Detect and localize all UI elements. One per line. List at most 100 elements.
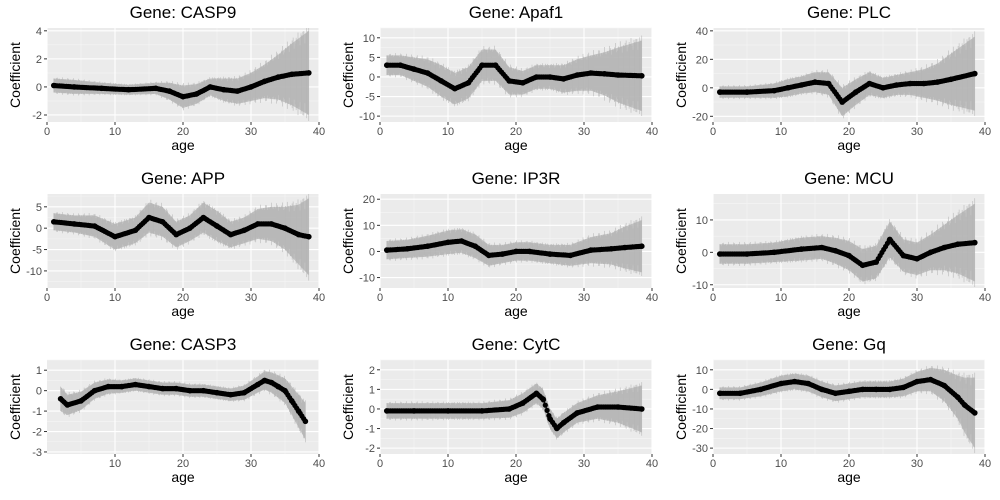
data-point [282, 225, 288, 231]
data-point [853, 89, 859, 95]
series-group [384, 35, 645, 116]
x-axis-label: age [504, 469, 528, 485]
data-point [805, 380, 811, 387]
x-axis-label: age [171, 137, 195, 153]
y-tick-label: 10 [696, 365, 708, 377]
y-tick-label: 10 [363, 220, 375, 232]
x-tick-label: 30 [245, 292, 257, 304]
y-tick-label: 0 [36, 82, 42, 94]
y-tick-label: -10 [359, 273, 375, 285]
data-point [560, 76, 567, 82]
data-point [544, 407, 550, 413]
series-group [717, 198, 978, 287]
data-point [302, 418, 309, 425]
data-point [180, 93, 186, 100]
x-tick-label: 30 [578, 292, 590, 304]
data-point [771, 87, 777, 94]
data-point [472, 243, 478, 249]
data-point [615, 404, 621, 410]
data-point [411, 66, 417, 72]
data-point [91, 223, 98, 229]
y-axis-label: Coefficient [673, 374, 689, 440]
data-point [105, 383, 111, 390]
data-point [588, 247, 594, 253]
x-tick-label: 40 [313, 458, 325, 470]
data-point [275, 383, 282, 390]
x-tick-label: 20 [510, 126, 522, 138]
data-point [812, 79, 818, 85]
data-point [166, 88, 173, 94]
chart-title: Gene: CytC [472, 335, 561, 354]
data-point [717, 89, 723, 95]
x-tick-label: 30 [911, 126, 923, 138]
x-tick-label: 10 [775, 292, 787, 304]
chart-panel: Gene: CASP9 0 10 20 30 40 -2 0 2 4 age Coefficient [0, 0, 333, 166]
x-tick-label: 40 [313, 292, 325, 304]
chart-svg: Gene: CASP3 10 20 30 40 -3 -2 -1 0 1 age Coefficien… [7, 335, 325, 485]
chart-panel: Gene: Gq 0 10 20 30 40 -30 -20 -10 0 10 age Coeffici… [666, 332, 999, 498]
x-tick-label: 10 [442, 292, 454, 304]
data-point [778, 380, 784, 387]
data-point [214, 389, 220, 396]
data-point [547, 416, 553, 422]
data-point [798, 82, 805, 88]
data-point [146, 214, 152, 221]
data-point [955, 394, 961, 400]
data-point [248, 84, 254, 90]
data-point [438, 78, 444, 84]
y-tick-label: 1 [36, 365, 42, 377]
data-point [560, 419, 567, 426]
y-tick-label: -5 [365, 92, 375, 104]
data-point [187, 225, 193, 231]
data-point [533, 74, 540, 80]
data-point [132, 227, 139, 234]
data-point [98, 85, 105, 92]
series-group [51, 28, 312, 121]
data-point [445, 408, 451, 414]
data-point [594, 404, 601, 410]
data-point [866, 80, 873, 87]
x-tick-label: 20 [843, 292, 855, 304]
y-tick-label: 10 [696, 215, 708, 227]
data-point [941, 244, 947, 251]
data-point [819, 244, 825, 251]
data-point [261, 377, 268, 384]
data-point [907, 80, 913, 87]
data-point [542, 402, 548, 408]
data-point [846, 388, 852, 395]
data-point [771, 249, 777, 256]
data-point [533, 390, 540, 397]
data-point [506, 406, 512, 412]
chart-title: Gene: CASP3 [130, 335, 237, 354]
data-point [832, 390, 839, 397]
x-tick-label: 40 [646, 126, 658, 138]
data-point [275, 74, 282, 80]
data-point [499, 251, 506, 257]
data-point [639, 243, 645, 249]
data-point [859, 262, 866, 269]
y-tick-label: -20 [692, 424, 708, 436]
data-point [200, 387, 207, 394]
data-point [193, 91, 200, 97]
data-point [306, 233, 312, 240]
data-point [972, 70, 978, 77]
data-point [384, 62, 390, 68]
data-point [254, 381, 261, 388]
x-tick-label: 20 [177, 458, 189, 470]
y-tick-label: 0 [369, 404, 375, 416]
y-tick-label: 40 [696, 26, 708, 38]
x-tick-label: 30 [911, 292, 923, 304]
data-point [227, 231, 234, 238]
y-tick-label: 4 [36, 26, 42, 38]
chart-panel: Gene: Apaf1 0 10 20 30 40 -10 -5 0 5 10 age Coeffici… [333, 0, 666, 166]
x-tick-label: 20 [510, 292, 522, 304]
data-point [159, 385, 166, 392]
y-axis-label: Coefficient [7, 374, 23, 440]
data-point [295, 408, 302, 414]
data-point [825, 80, 832, 87]
x-tick-label: 20 [843, 126, 855, 138]
x-tick-label: 10 [109, 126, 121, 138]
x-tick-label: 10 [109, 458, 121, 470]
x-tick-label: 10 [109, 292, 121, 304]
data-point [424, 243, 431, 249]
